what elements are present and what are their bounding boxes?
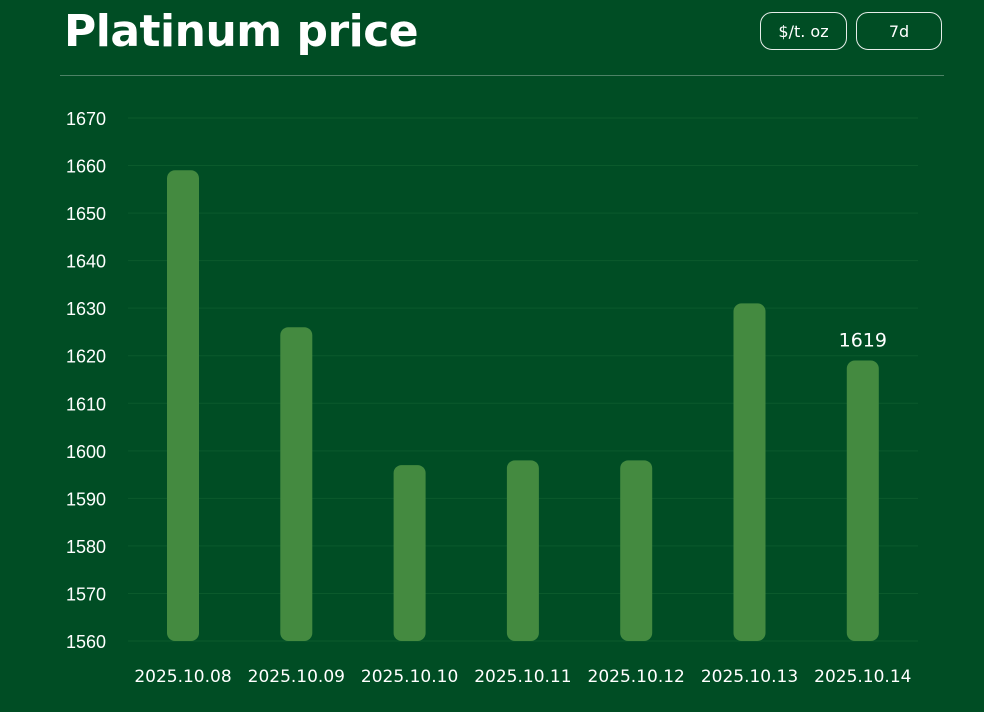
x-tick-label: 2025.10.08 [134,667,231,687]
bar [846,360,879,641]
bar [733,303,766,641]
header-divider [60,75,944,76]
y-tick-label: 1640 [66,252,106,272]
y-tick-label: 1580 [66,537,106,557]
y-tick-label: 1670 [66,109,106,129]
unit-selector-button[interactable]: $/t. oz [760,12,847,50]
y-tick-label: 1620 [66,347,106,367]
x-tick-label: 2025.10.14 [814,667,911,687]
chart-title: Platinum price [64,6,419,57]
data-label: 1619 [839,329,887,351]
x-tick-label: 2025.10.11 [474,667,571,687]
bar [167,170,199,642]
y-tick-label: 1610 [66,394,106,414]
bar [506,460,539,641]
y-tick-label: 1590 [66,489,106,509]
y-tick-label: 1570 [66,584,106,604]
x-tick-label: 2025.10.10 [361,667,458,687]
y-tick-label: 1650 [66,204,106,224]
y-tick-label: 1560 [66,632,106,652]
bar [393,465,426,641]
range-selector-button[interactable]: 7d [856,12,942,50]
y-tick-label: 1630 [66,299,106,319]
x-tick-label: 2025.10.13 [701,667,798,687]
x-tick-label: 2025.10.12 [588,667,685,687]
x-tick-label: 2025.10.09 [248,667,345,687]
y-tick-label: 1600 [66,442,106,462]
y-tick-label: 1660 [66,157,106,177]
bar [280,327,313,641]
bar [620,460,653,641]
